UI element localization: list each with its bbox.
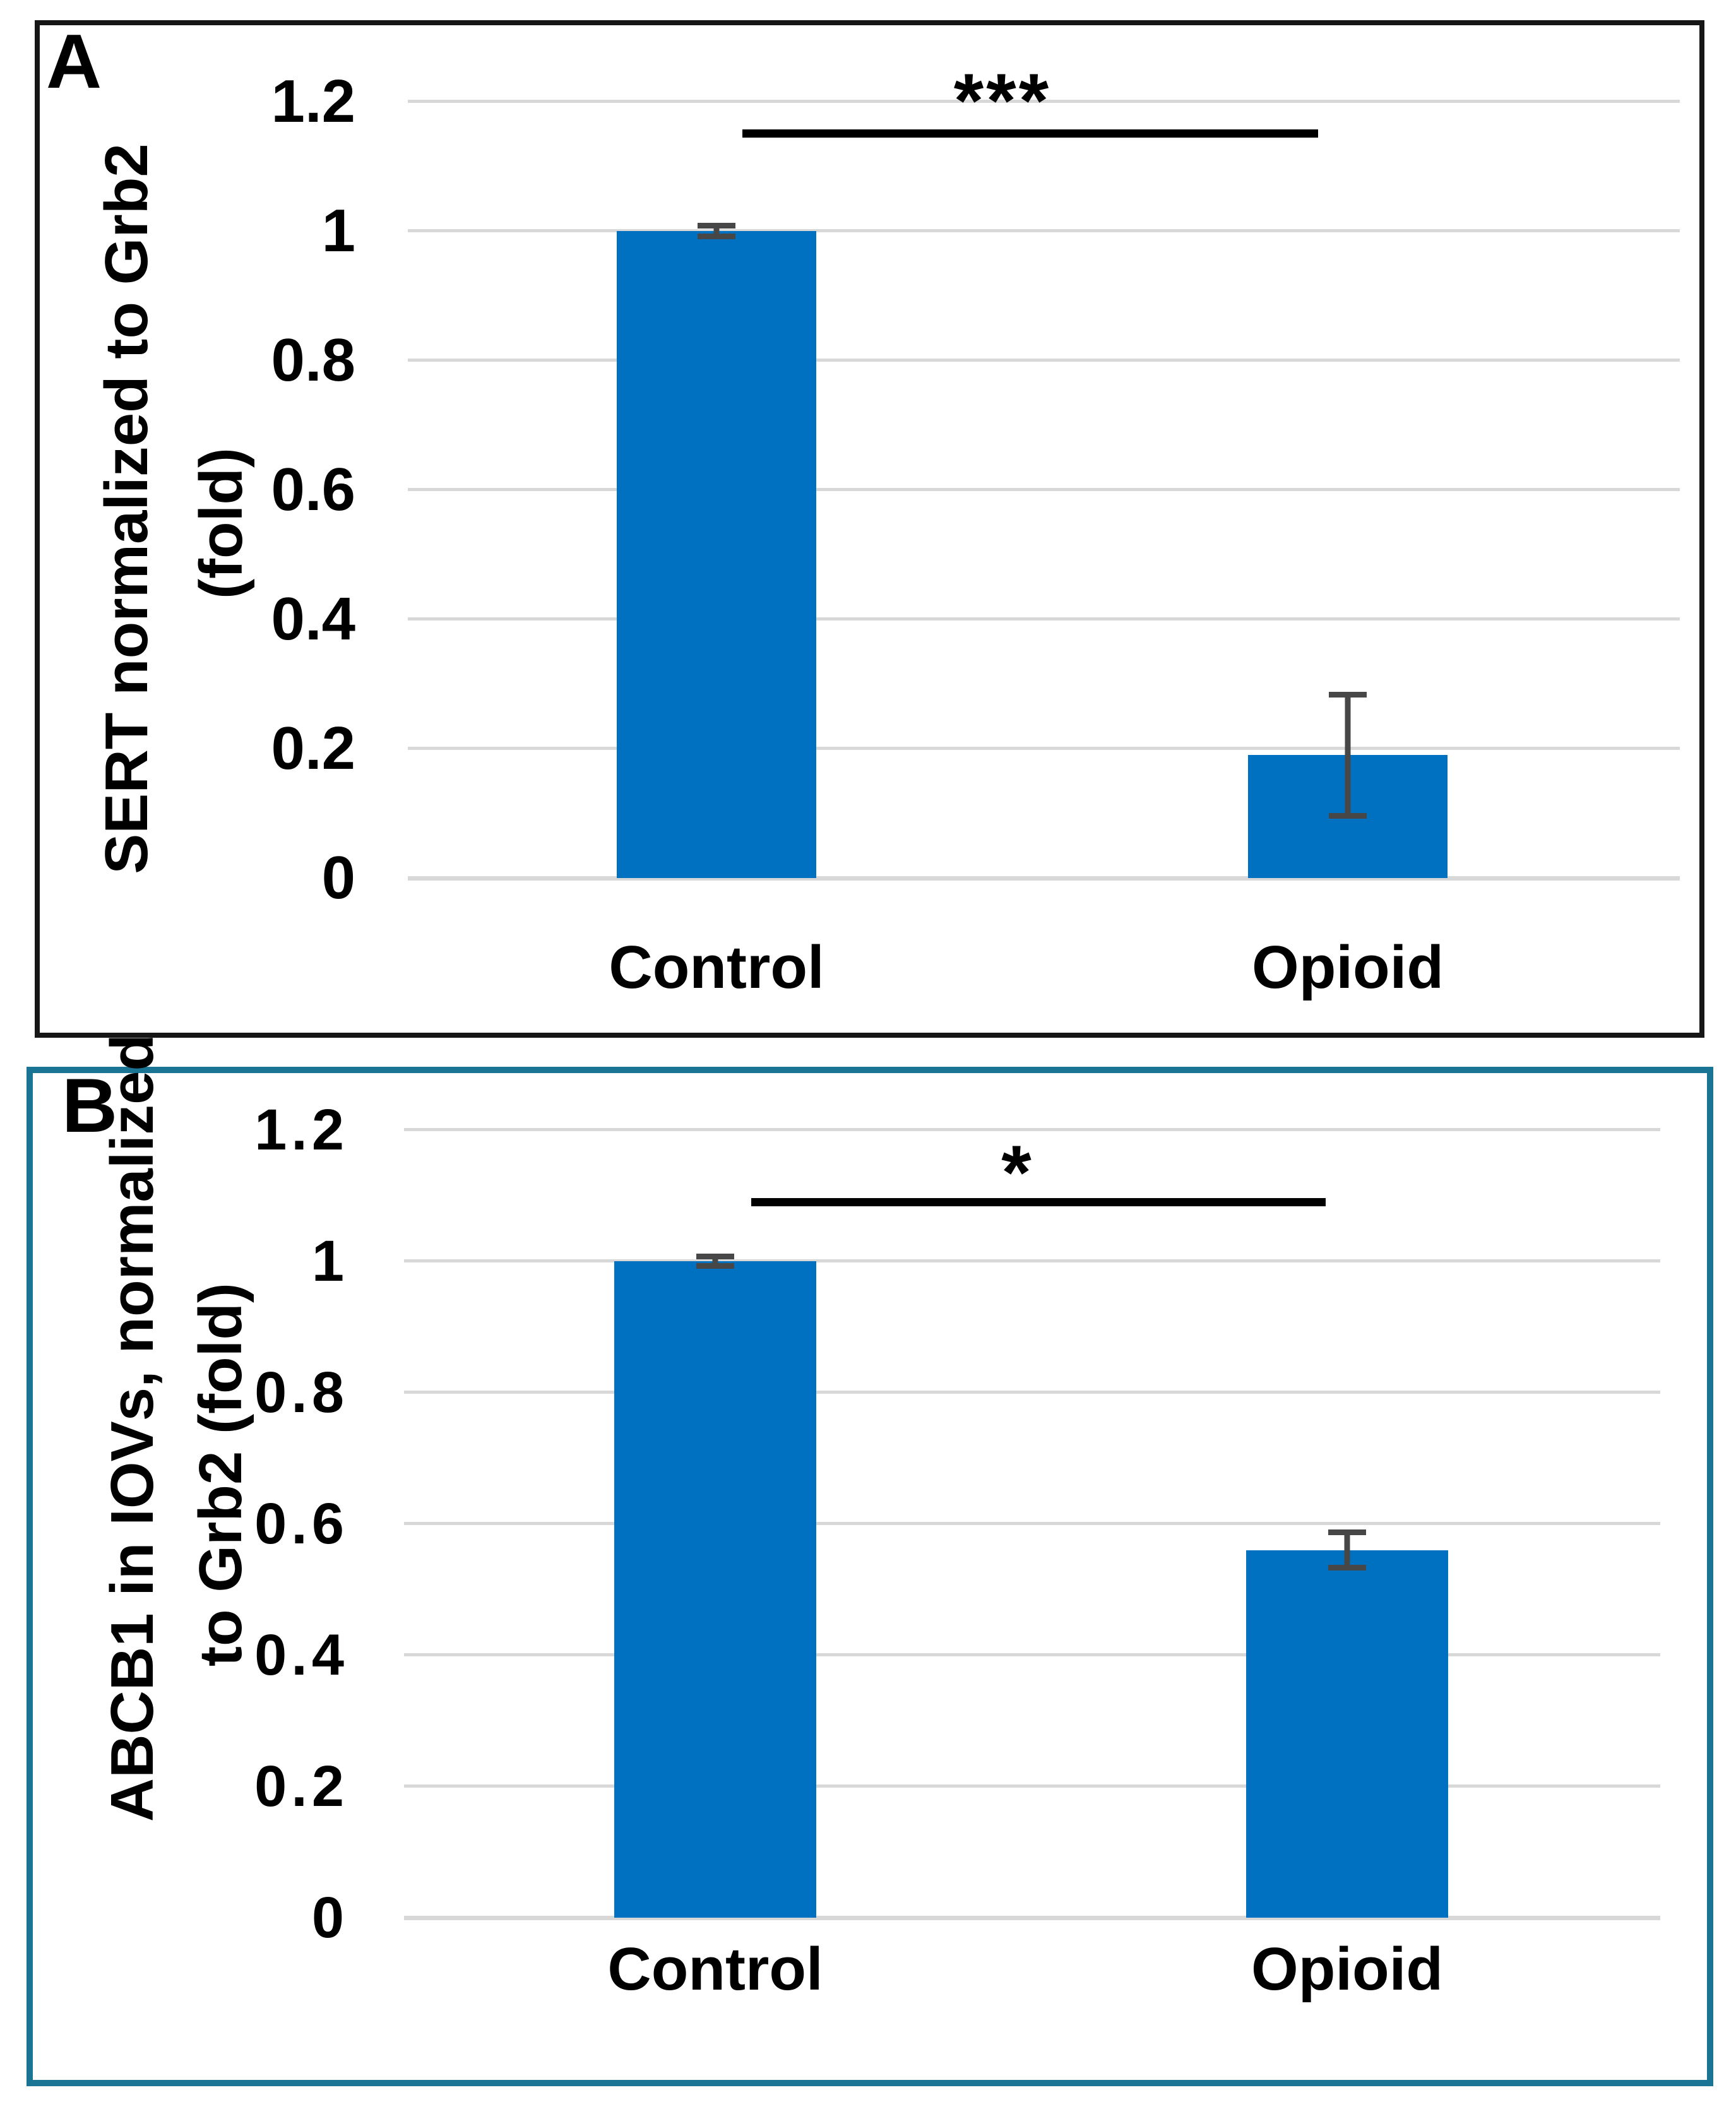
gridline-1.2	[404, 1128, 1660, 1131]
x-label-opioid: Opioid	[1251, 1935, 1443, 2003]
panel-a-y-axis-title-line1: SERT normalized to Grb2	[93, 143, 160, 874]
gridline-0	[404, 1916, 1660, 1920]
x-label-opioid: Opioid	[1252, 934, 1444, 1001]
y-tick-label-0.8: 0.8	[254, 1360, 348, 1425]
panel-a-y-axis-title-line2: (fold)	[187, 448, 255, 599]
panel-b-y-axis-title-line1: ABCB1 in IOVs, normalized	[98, 1033, 166, 1822]
error-bar-cap-top-control	[696, 1253, 734, 1259]
y-tick-label-1: 1	[311, 1229, 348, 1293]
error-bar-cap-top-opioid	[1328, 1529, 1366, 1536]
error-bar-opioid	[1329, 691, 1367, 819]
error-bar-cap-bottom-control	[696, 1263, 734, 1269]
panel-b-y-axis-title-line2: to Grb2 (fold)	[187, 1283, 254, 1666]
x-label-control: Control	[607, 1935, 823, 2003]
error-bar-cap-top-control	[698, 222, 735, 229]
y-tick-label-0.6: 0.6	[271, 456, 355, 523]
y-tick-label-0.4: 0.4	[271, 585, 355, 653]
gridline-1.2	[408, 100, 1680, 103]
error-bar-line-control	[712, 1253, 718, 1269]
error-bar-control	[698, 222, 735, 240]
y-tick-label-0.6: 0.6	[254, 1492, 348, 1556]
error-bar-cap-bottom-opioid	[1328, 1564, 1366, 1571]
gridline-0	[408, 876, 1680, 881]
panel-b-significance-stars: *	[1001, 1129, 1034, 1215]
gridline-0.4	[404, 1653, 1660, 1656]
y-tick-label-0.4: 0.4	[254, 1623, 348, 1687]
error-bar-cap-top-opioid	[1329, 691, 1367, 698]
y-tick-label-0.8: 0.8	[271, 326, 355, 394]
gridline-1	[408, 229, 1680, 232]
gridline-0.8	[404, 1391, 1660, 1394]
error-bar-line-control	[713, 222, 720, 240]
error-bar-line-opioid	[1345, 691, 1351, 819]
y-tick-label-0: 0	[311, 1885, 348, 1950]
y-tick-label-1.2: 1.2	[271, 68, 355, 135]
y-tick-label-0.2: 0.2	[271, 715, 355, 782]
panel-b-significance-line	[751, 1198, 1326, 1206]
gridline-0.4	[408, 617, 1680, 621]
gridline-0.8	[408, 359, 1680, 362]
y-tick-label-1.2: 1.2	[254, 1098, 348, 1162]
bar-control	[614, 1261, 816, 1918]
bar-opioid	[1246, 1550, 1448, 1918]
y-tick-label-0.2: 0.2	[254, 1754, 348, 1819]
error-bar-cap-bottom-opioid	[1329, 812, 1367, 819]
error-bar-cap-bottom-control	[698, 234, 735, 240]
error-bar-opioid	[1328, 1529, 1366, 1571]
y-tick-label-1: 1	[321, 197, 355, 264]
y-tick-label-0: 0	[321, 844, 355, 911]
gridline-0.2	[408, 747, 1680, 750]
gridline-0.6	[404, 1522, 1660, 1525]
bar-control	[617, 231, 816, 878]
x-label-control: Control	[609, 934, 824, 1001]
panel-a-significance-stars: ***	[953, 57, 1052, 143]
gridline-0.6	[408, 488, 1680, 491]
error-bar-control	[696, 1253, 734, 1269]
panel-a-label: A	[46, 18, 102, 104]
gridline-0.2	[404, 1784, 1660, 1788]
panel-b-label: B	[62, 1062, 118, 1148]
panel-b-plot-area: * 1.2 1 0.8 0.6 0.4 0.2 0 Control Opioid	[33, 1073, 1707, 2080]
gridline-1	[404, 1259, 1660, 1262]
panel-a-plot-area: *** 1.2 1 0.8 0.6 0.4 0.2 0 Control Opioid	[40, 25, 1699, 1033]
panel-b: B ABCB1 in IOVs, normalized to Grb2 (fol…	[27, 1034, 1713, 2086]
panel-a: A SERT normalized to Grb2 (fold) *** 1.2…	[35, 20, 1704, 1038]
error-bar-line-opioid	[1344, 1529, 1350, 1571]
panel-a-significance-line	[742, 129, 1318, 138]
